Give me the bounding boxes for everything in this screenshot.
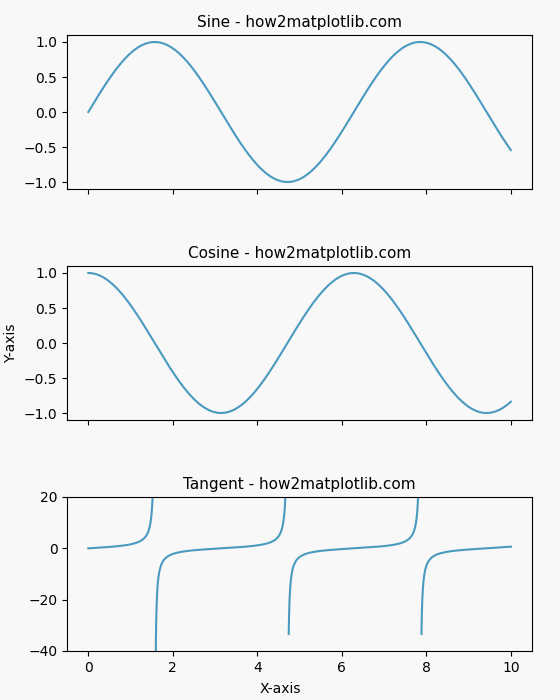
Title: Sine - how2matplotlib.com: Sine - how2matplotlib.com xyxy=(197,15,402,29)
Text: X-axis: X-axis xyxy=(259,682,301,696)
Y-axis label: Y-axis: Y-axis xyxy=(4,323,18,363)
Title: Tangent - how2matplotlib.com: Tangent - how2matplotlib.com xyxy=(183,477,416,491)
Title: Cosine - how2matplotlib.com: Cosine - how2matplotlib.com xyxy=(188,246,411,260)
